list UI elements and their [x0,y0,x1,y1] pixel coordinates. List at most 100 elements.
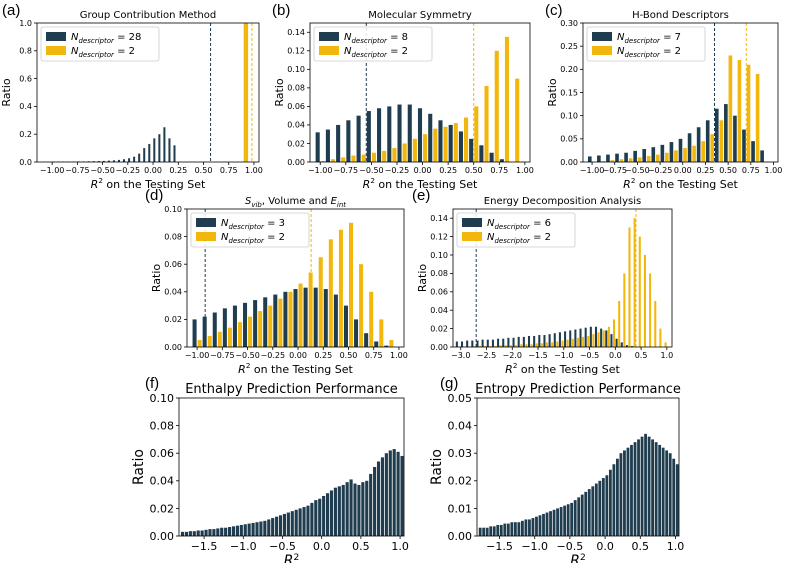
bar-navy [336,124,341,162]
x-axis-label: R2 on the Testing Set [505,361,620,376]
y-tick-label: 0.30 [560,19,578,28]
legend-sub: descriptor [351,37,388,45]
panel-b: (b) Molecular Symmetry −1.00 −0.75 −0.50 −0.2… [272,2,534,191]
x-tick-label: −1.5 [486,540,513,553]
y-tick-label: 0.08 [164,232,182,241]
legend-box [190,212,310,248]
bar-navy [438,120,443,162]
bar-gold [207,335,212,347]
bar-gold [576,337,579,347]
bar-navy [549,511,552,536]
panel-c: (c) H-Bond Descriptors −1.00−0.75−0.50−0.2… [545,2,782,191]
bar-gold [525,344,528,347]
x-tick-label: −0.50 [625,166,650,175]
bar-navy [486,339,489,347]
y-tick-label: 0.14 [287,28,305,37]
xlabel-r: R [363,178,371,191]
panel-label: (a) [2,2,20,19]
xlabel-sup: 2 [246,361,251,370]
bar-gold [692,145,696,162]
bar-navy [397,104,402,162]
legend-entry: Ndescriptor = 8 [344,32,408,45]
y-tick-label: 0.2 [19,130,32,139]
bar-navy [346,120,351,162]
x-tick-label: −3.0 [451,351,470,360]
xlabel-r: R [570,553,580,563]
y-tick-label: 0.25 [560,42,578,51]
bar-gold [619,159,624,162]
bar-navy [123,159,126,162]
legend-entry: Ndescriptor = 2 [344,46,408,59]
bar-navy [333,294,338,347]
legend-box [456,212,576,248]
y-tick-label: 0.04 [150,475,175,488]
bar-navy [224,527,228,536]
x-tick-label: 0.5 [635,351,648,360]
bar-navy [499,524,503,536]
bar-navy [318,498,322,536]
x-axis-label: R2 on the Testing Set [623,176,738,191]
x-tick-label: 0.00 [414,166,432,175]
y-tick-label: 0.10 [164,205,182,214]
bar-navy [631,346,634,347]
xlabel-rest: on the Testing Set [103,178,206,191]
bar-navy [102,160,105,162]
bar-gold [637,157,642,162]
legend-box [313,26,433,62]
xlabel-r: R [623,178,631,191]
x-axis-label: R2 [284,553,300,563]
bar-navy [506,523,510,536]
bar-navy [637,439,640,536]
bar-navy [517,522,521,536]
y-tick-label: 0.15 [560,88,578,97]
bar-navy [192,319,197,347]
legend-swatch-gold [196,232,216,241]
bar-navy [564,331,567,347]
bar-navy [255,522,259,536]
bar-navy [705,120,710,162]
bar-navy [580,494,584,536]
legend-value: = 6 [530,218,551,229]
y-tick-label: 0.06 [150,447,175,460]
bar-navy [503,523,507,536]
bar-navy [243,524,247,536]
bar-navy [247,523,251,536]
bar-navy [353,483,357,536]
y-tick-label: 0.20 [560,65,578,74]
legend-sub: descriptor [494,223,531,231]
bar-gold [628,158,633,162]
bar-gold [402,143,407,162]
chart-title: Group Contribution Method [80,10,216,21]
bar-gold [423,134,428,162]
bar-navy [333,487,337,536]
bar-navy [133,156,136,162]
bar-navy [471,340,474,347]
legend-entry: Ndescriptor = 2 [71,46,135,59]
y-axis-label: Ratio [429,449,445,485]
bar-gold [535,343,538,347]
bar-gold [665,152,669,162]
legend-n: N [71,32,79,43]
legend-swatch-gold [319,46,339,55]
y-tick-label: 0.00 [150,530,175,543]
bar-navy [345,482,349,536]
bar-navy [672,458,676,536]
bar-navy [579,328,582,347]
bar-gold [298,283,303,347]
xlabel-r: R [284,553,294,563]
bar-gold [371,152,376,162]
y-tick-label: 0.00 [287,158,305,167]
bar-gold [646,155,651,162]
bar-gold [546,342,549,347]
bar-navy [584,327,587,347]
bar-gold [318,257,323,347]
bar-navy [598,480,602,536]
bar-gold [607,326,610,347]
bar-gold [484,86,489,162]
bar-navy [196,530,200,536]
y-tick-label: 0.04 [448,419,473,432]
bar-navy [479,145,484,162]
legend-n: N [487,232,495,243]
